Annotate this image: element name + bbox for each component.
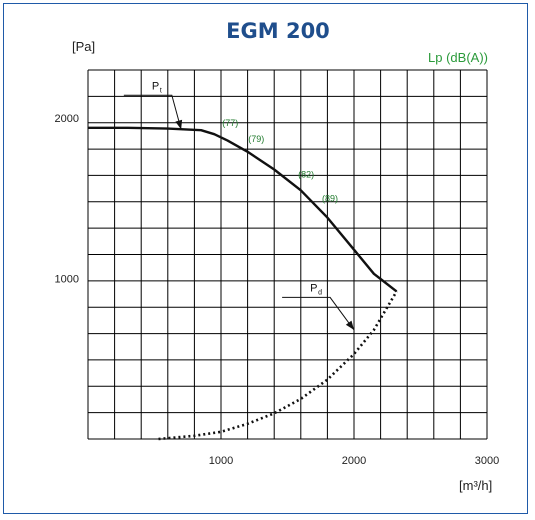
lp-value-label: (89) <box>322 194 338 204</box>
y-tick-label: 1000 <box>55 274 79 286</box>
arrowhead <box>175 119 183 130</box>
x-tick-label: 3000 <box>475 455 499 467</box>
tick-labels: 1000 2000 3000 1000 2000 <box>55 113 500 467</box>
x-tick-label: 1000 <box>209 455 233 467</box>
arrowhead <box>345 320 354 330</box>
chart-title: EGM 200 <box>226 19 330 43</box>
leader-line <box>282 296 355 331</box>
series-lines <box>88 126 398 441</box>
grid <box>87 69 488 440</box>
x-axis-unit: [m³/h] <box>459 478 492 493</box>
lp-value-label: (77) <box>222 118 238 128</box>
x-tick-label: 2000 <box>342 455 366 467</box>
lp-axis-label: Lp (dB(A)) <box>428 50 488 65</box>
lp-labels: (77) (79) (82) (89) <box>222 118 338 203</box>
curve-label-subscript: t <box>160 87 162 94</box>
series-line-pt <box>88 126 398 293</box>
y-tick-label: 2000 <box>55 113 79 125</box>
lp-value-label: (79) <box>248 134 264 144</box>
leader-line <box>123 94 182 130</box>
y-axis-unit: [Pa] <box>72 39 95 54</box>
lp-value-label: (82) <box>298 169 314 179</box>
curve-label: P <box>152 80 159 92</box>
curve-label: P <box>310 282 317 294</box>
chart-frame <box>3 3 528 514</box>
curve-label-subscript: d <box>318 289 322 296</box>
